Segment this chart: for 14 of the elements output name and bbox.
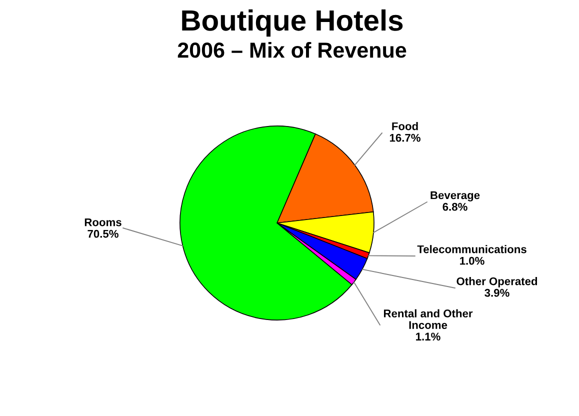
data-label: 6.8% (442, 202, 468, 211)
slice-label: Rooms (84, 218, 122, 226)
data-label: 1.1% (416, 332, 440, 341)
slice-label: Telecommunications (417, 245, 526, 254)
slice-label: Other Operated (456, 277, 538, 288)
chart-subtitle: 2006 – Mix of Revenue (178, 42, 406, 58)
slice-label: Rental and Other Income (384, 309, 473, 329)
chart-title: Boutique Hotels (182, 9, 403, 37)
data-label: 1.0% (460, 256, 484, 265)
data-label: 3.9% (484, 288, 510, 297)
slice-label: Food (392, 122, 418, 130)
data-label: 70.5% (88, 230, 118, 238)
slice-label: Beverage (430, 191, 480, 202)
data-label: 16.7% (390, 134, 420, 142)
